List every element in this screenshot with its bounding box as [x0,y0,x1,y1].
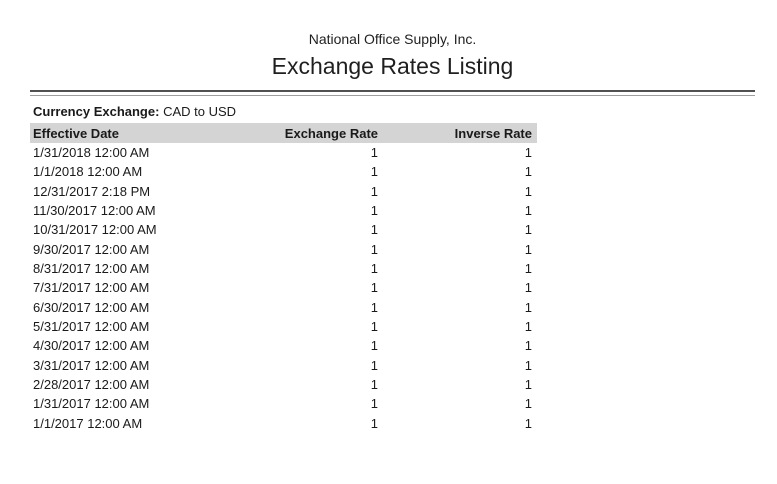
cell-exchange-rate: 1 [370,183,378,199]
cell-inverse-rate: 1 [524,338,532,354]
company-name: National Office Supply, Inc. [308,31,477,47]
currency-exchange-label: Currency Exchange: [33,104,160,119]
page-title: Exchange Rates Listing [271,53,514,79]
cell-exchange-rate: 1 [370,319,378,335]
currency-exchange-line: Currency Exchange: CAD to USD [30,104,755,119]
table-row: 11/30/2017 12:00 AM 1 1 [30,201,537,220]
cell-inverse-rate: 1 [524,377,532,393]
column-header-inverse-rate: Inverse Rate [454,125,532,141]
table-row: 9/30/2017 12:00 AM 1 1 [30,240,537,259]
cell-effective-date: 1/31/2017 12:00 AM [33,396,150,412]
table-row: 4/30/2017 12:00 AM 1 1 [30,336,537,355]
cell-exchange-rate: 1 [370,241,378,257]
cell-effective-date: 1/1/2018 12:00 AM [33,164,143,180]
table-header-row: Effective Date Exchange Rate Inverse Rat… [30,123,537,143]
table-row: 3/31/2017 12:00 AM 1 1 [30,356,537,375]
cell-inverse-rate: 1 [524,415,532,431]
table-row: 1/1/2017 12:00 AM 1 1 [30,414,537,433]
cell-inverse-rate: 1 [524,319,532,335]
cell-inverse-rate: 1 [524,280,532,296]
cell-exchange-rate: 1 [370,377,378,393]
cell-effective-date: 1/31/2018 12:00 AM [33,145,150,161]
cell-inverse-rate: 1 [524,145,532,161]
cell-inverse-rate: 1 [524,299,532,315]
cell-exchange-rate: 1 [370,261,378,277]
cell-effective-date: 11/30/2017 12:00 AM [33,203,156,219]
table-row: 6/30/2017 12:00 AM 1 1 [30,298,537,317]
cell-exchange-rate: 1 [370,145,378,161]
cell-exchange-rate: 1 [370,338,378,354]
table-row: 1/31/2017 12:00 AM 1 1 [30,394,537,413]
cell-effective-date: 6/30/2017 12:00 AM [33,299,150,315]
column-header-exchange-rate: Exchange Rate [284,125,378,141]
cell-effective-date: 10/31/2017 12:00 AM [33,222,157,238]
exchange-rates-table: Effective Date Exchange Rate Inverse Rat… [30,123,537,433]
cell-effective-date: 4/30/2017 12:00 AM [33,338,150,354]
cell-effective-date: 2/28/2017 12:00 AM [33,377,150,393]
table-row: 1/1/2018 12:00 AM 1 1 [30,162,537,181]
cell-inverse-rate: 1 [524,261,532,277]
cell-exchange-rate: 1 [370,222,378,238]
report-page: National Office Supply, Inc. Exchange Ra… [0,31,777,433]
cell-inverse-rate: 1 [524,203,532,219]
cell-effective-date: 3/31/2017 12:00 AM [33,357,150,373]
table-row: 5/31/2017 12:00 AM 1 1 [30,317,537,336]
currency-exchange-value: CAD to USD [163,104,237,119]
cell-exchange-rate: 1 [370,203,378,219]
cell-exchange-rate: 1 [370,357,378,373]
cell-inverse-rate: 1 [524,183,532,199]
table-row: 8/31/2017 12:00 AM 1 1 [30,259,537,278]
cell-effective-date: 1/1/2017 12:00 AM [33,415,143,431]
cell-exchange-rate: 1 [370,396,378,412]
table-row: 12/31/2017 2:18 PM 1 1 [30,182,537,201]
cell-exchange-rate: 1 [370,164,378,180]
cell-exchange-rate: 1 [370,280,378,296]
table-row: 7/31/2017 12:00 AM 1 1 [30,278,537,297]
cell-inverse-rate: 1 [524,396,532,412]
cell-inverse-rate: 1 [524,222,532,238]
cell-effective-date: 7/31/2017 12:00 AM [33,280,150,296]
cell-effective-date: 5/31/2017 12:00 AM [33,319,150,335]
cell-exchange-rate: 1 [370,415,378,431]
cell-effective-date: 12/31/2017 2:18 PM [33,183,151,199]
table-row: 2/28/2017 12:00 AM 1 1 [30,375,537,394]
cell-effective-date: 9/30/2017 12:00 AM [33,241,150,257]
table-row: 10/31/2017 12:00 AM 1 1 [30,220,537,239]
table-body: 1/31/2018 12:00 AM 1 1 1/1/2018 12:00 AM… [30,143,537,433]
header-divider [30,90,755,96]
table-row: 1/31/2018 12:00 AM 1 1 [30,143,537,162]
column-header-effective-date: Effective Date [33,125,119,141]
cell-inverse-rate: 1 [524,357,532,373]
cell-inverse-rate: 1 [524,241,532,257]
cell-inverse-rate: 1 [524,164,532,180]
cell-effective-date: 8/31/2017 12:00 AM [33,261,150,277]
cell-exchange-rate: 1 [370,299,378,315]
